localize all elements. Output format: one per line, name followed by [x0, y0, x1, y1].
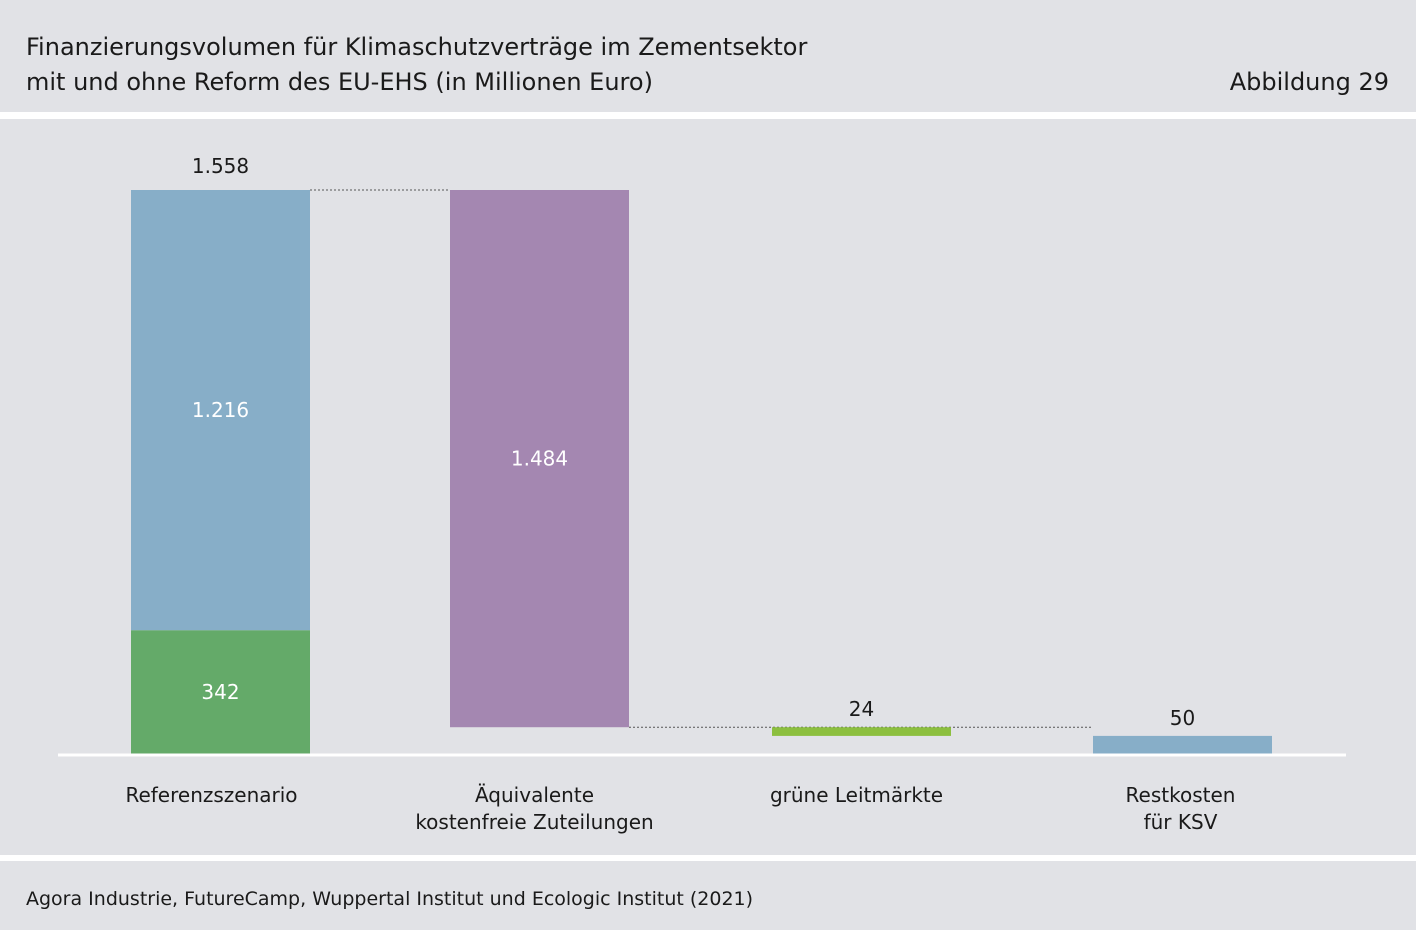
data-label-gruen: 24 — [849, 697, 874, 721]
figure-number: Abbildung 29 — [1229, 68, 1389, 96]
category-label-gruen: grüne Leitmärkte — [770, 783, 943, 807]
data-label-aeq: 1.484 — [511, 447, 568, 471]
category-label-rest: Restkosten — [1126, 783, 1236, 807]
total-label: 1.558 — [192, 154, 249, 178]
bar-aeq — [450, 190, 629, 728]
waterfall-chart: 342 1.216 1.484 24 50 1.558 Referenzszenario Äq… — [58, 154, 1346, 834]
category-label-aeq: Äquivalente — [475, 783, 594, 807]
bar-ref-top — [131, 190, 310, 631]
category-label-aeq: kostenfreie Zuteilungen — [415, 810, 653, 834]
chart-title-line-1: Finanzierungsvolumen für Klimaschutzvert… — [26, 33, 808, 61]
data-label-ref-top: 1.216 — [192, 398, 249, 422]
chart-header: Finanzierungsvolumen für Klimaschutzvert… — [0, 0, 1416, 112]
data-label-rest: 50 — [1170, 706, 1195, 730]
bar-ref-bottom — [131, 630, 310, 754]
chart-area: 342 1.216 1.484 24 50 1.558 Referenzszenario Äq… — [0, 119, 1416, 855]
chart-title-line-2: mit und ohne Reform des EU-EHS (in Milli… — [26, 68, 653, 96]
category-label-ref: Referenzszenario — [125, 783, 297, 807]
source-note: Agora Industrie, FutureCamp, Wuppertal I… — [26, 888, 754, 910]
data-label-ref-bottom: 342 — [201, 680, 239, 704]
bar-rest — [1093, 735, 1272, 754]
bar-gruen — [772, 727, 951, 736]
category-label-rest: für KSV — [1144, 810, 1218, 834]
chart-footer: Agora Industrie, FutureCamp, Wuppertal I… — [0, 861, 1416, 930]
